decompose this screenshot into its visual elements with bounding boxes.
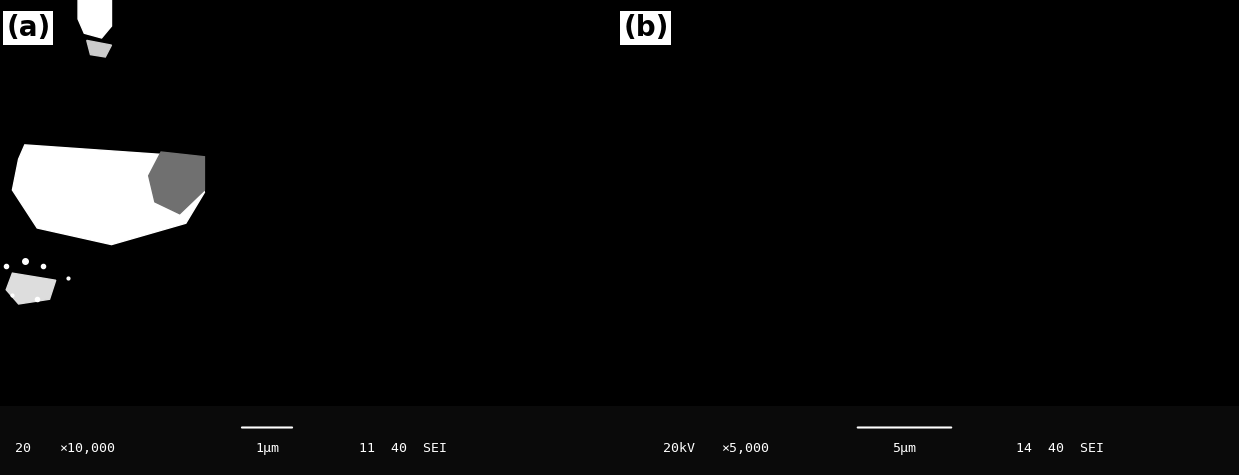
- FancyBboxPatch shape: [0, 406, 620, 475]
- Text: 20: 20: [15, 442, 31, 456]
- Text: (b): (b): [623, 14, 669, 42]
- Text: 11  40  SEI: 11 40 SEI: [359, 442, 447, 456]
- FancyBboxPatch shape: [620, 406, 1239, 475]
- Text: 14  40  SEI: 14 40 SEI: [1016, 442, 1104, 456]
- Text: 1μm: 1μm: [255, 442, 279, 455]
- Polygon shape: [6, 273, 56, 304]
- Polygon shape: [78, 0, 112, 38]
- Text: 20kV: 20kV: [663, 442, 695, 456]
- Text: ×5,000: ×5,000: [721, 442, 769, 456]
- Text: 5μm: 5μm: [892, 442, 917, 455]
- Text: (a): (a): [6, 14, 51, 42]
- Polygon shape: [87, 40, 112, 57]
- Polygon shape: [149, 152, 204, 214]
- Polygon shape: [12, 145, 204, 245]
- Text: ×10,000: ×10,000: [59, 442, 115, 456]
